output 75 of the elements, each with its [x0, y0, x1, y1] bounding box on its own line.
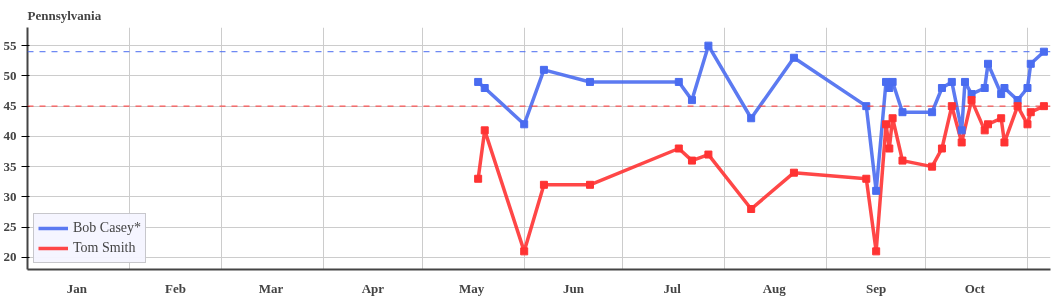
point: [898, 108, 907, 117]
point: [539, 180, 548, 189]
x-tick-label: Jul: [663, 280, 682, 296]
point: [957, 126, 966, 135]
point: [747, 205, 756, 213]
point: [520, 247, 529, 256]
point: [474, 77, 483, 86]
point: [862, 174, 871, 183]
point: [960, 77, 969, 86]
chart-title: Pennsylvania: [27, 7, 102, 23]
legend-label: Tom Smith: [73, 240, 136, 256]
y-tick-label: 40: [3, 128, 17, 144]
point: [980, 126, 989, 135]
point: [585, 180, 594, 189]
point: [674, 144, 683, 153]
point: [1023, 84, 1032, 92]
point: [928, 108, 937, 117]
point: [937, 84, 946, 92]
point: [585, 77, 594, 86]
x-tick-label: Jan: [66, 280, 88, 296]
point: [520, 120, 529, 129]
point: [687, 156, 696, 165]
point: [1039, 47, 1048, 56]
point: [967, 96, 976, 105]
point: [1039, 102, 1048, 111]
x-tick-label: Sep: [866, 280, 887, 296]
point: [1000, 84, 1009, 92]
point: [1026, 108, 1035, 117]
point: [1023, 120, 1032, 129]
y-tick-label: 30: [3, 188, 17, 204]
point: [888, 114, 897, 123]
point: [789, 53, 798, 62]
point: [957, 138, 966, 147]
point: [1013, 102, 1022, 111]
y-tick-label: 25: [3, 219, 17, 235]
point: [862, 102, 871, 111]
x-tick-label: Oct: [964, 280, 986, 296]
point: [747, 114, 756, 123]
point: [947, 102, 956, 111]
y-tick-label: 45: [3, 98, 17, 114]
point: [980, 84, 989, 92]
point: [480, 84, 489, 92]
point: [872, 186, 881, 195]
x-tick-label: Jun: [563, 280, 585, 296]
point: [704, 41, 713, 50]
point: [888, 77, 897, 86]
point: [937, 144, 946, 153]
point: [1000, 138, 1009, 147]
point: [984, 59, 992, 68]
point: [674, 77, 683, 86]
x-tick-label: Mar: [258, 280, 284, 296]
point: [898, 156, 907, 165]
legend-label: Bob Casey*: [73, 220, 142, 236]
point: [1026, 59, 1035, 68]
point: [474, 174, 483, 183]
y-tick-label: 50: [3, 67, 17, 83]
y-tick-label: 55: [3, 37, 17, 53]
point: [947, 77, 956, 86]
point: [984, 120, 992, 129]
point: [928, 162, 937, 171]
point: [885, 144, 894, 153]
point: [789, 168, 798, 177]
x-tick-label: Aug: [762, 280, 787, 296]
point: [539, 65, 548, 74]
point: [704, 150, 713, 159]
x-tick-label: May: [458, 280, 485, 296]
x-tick-label: Feb: [165, 280, 187, 296]
point: [687, 96, 696, 105]
point: [480, 126, 489, 135]
y-tick-label: 20: [3, 249, 17, 265]
y-tick-label: 35: [3, 158, 17, 174]
point: [872, 247, 881, 256]
x-tick-label: Apr: [361, 280, 385, 296]
point: [882, 120, 891, 129]
point: [997, 114, 1006, 123]
